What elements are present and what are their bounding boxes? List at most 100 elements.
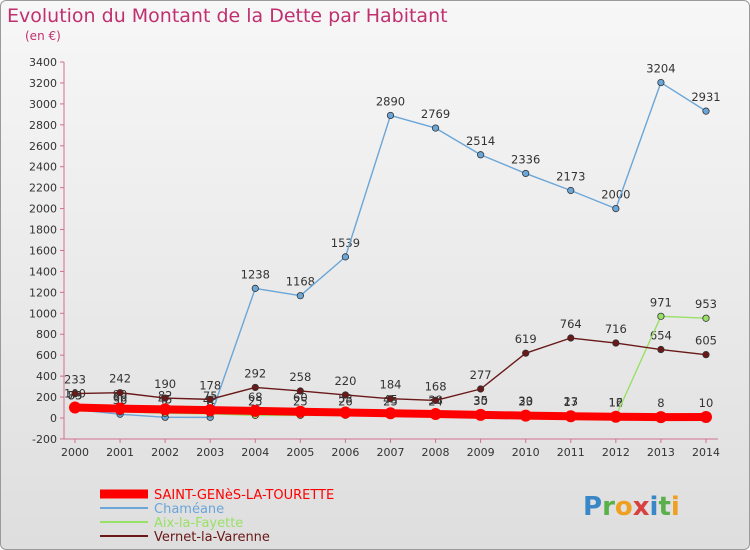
data-label: 953 — [695, 297, 717, 311]
data-label: 2173 — [556, 169, 585, 183]
x-tick-label: 2012 — [602, 446, 630, 459]
data-label: 60 — [113, 391, 128, 405]
y-tick-label: 2400 — [29, 161, 57, 174]
data-point — [71, 390, 79, 398]
data-label: 1168 — [286, 275, 315, 289]
y-tick-label: 3200 — [29, 77, 57, 90]
data-point — [699, 410, 712, 423]
data-label: 6 — [207, 396, 214, 410]
data-label: 23 — [563, 395, 578, 409]
data-point — [384, 407, 397, 420]
x-tick-label: 2000 — [61, 446, 89, 459]
data-label: 2336 — [511, 152, 540, 166]
y-tick-label: 600 — [36, 349, 57, 362]
legend-label: Vernet-la-Varenne — [154, 530, 270, 545]
data-point — [431, 396, 440, 405]
data-point — [477, 385, 485, 393]
x-tick-label: 2013 — [647, 446, 675, 459]
data-label: 178 — [199, 378, 221, 392]
y-tick-label: -200 — [32, 433, 57, 446]
data-label: 2000 — [601, 188, 630, 202]
data-label: 1539 — [331, 236, 360, 250]
data-label: 30 — [473, 394, 488, 408]
series-line — [74, 81, 707, 419]
x-tick-label: 2001 — [106, 446, 134, 459]
data-label: 1238 — [241, 267, 270, 281]
data-point — [657, 345, 665, 354]
data-label: 17 — [563, 395, 578, 409]
data-point — [294, 405, 307, 418]
data-label: 258 — [289, 370, 311, 384]
y-tick-label: 1800 — [29, 224, 57, 237]
x-tick-label: 2011 — [557, 446, 585, 459]
data-label: 2769 — [421, 107, 450, 121]
data-point — [249, 404, 262, 417]
x-tick-label: 2005 — [286, 446, 314, 459]
data-point — [341, 391, 350, 399]
data-point — [159, 403, 172, 416]
y-tick-label: 1200 — [29, 286, 57, 299]
data-label: 26 — [338, 394, 353, 408]
data-label: 2931 — [691, 90, 720, 104]
data-label: 7 — [161, 396, 168, 410]
data-point — [657, 312, 665, 320]
data-label: 716 — [605, 322, 627, 336]
legend-label: SAINT-GENèS-LA-TOURETTE — [154, 488, 334, 503]
x-tick-label: 2014 — [692, 446, 720, 459]
x-tick-label: 2010 — [512, 446, 540, 459]
data-point — [386, 111, 395, 120]
data-point — [431, 124, 440, 132]
x-tick-label: 2007 — [376, 446, 404, 459]
data-label: 25 — [248, 394, 263, 408]
x-tick-label: 2003 — [196, 446, 224, 459]
data-label: 2890 — [376, 94, 405, 108]
data-point — [612, 339, 620, 347]
data-label: 242 — [109, 372, 131, 386]
x-tick-label: 2006 — [331, 446, 359, 459]
y-tick-label: 400 — [36, 370, 57, 383]
data-point — [116, 389, 124, 397]
chart-title: Evolution du Montant de la Dette par Hab… — [7, 5, 448, 27]
data-label: 233 — [64, 373, 86, 387]
data-label: 971 — [650, 295, 672, 309]
data-label: 30 — [518, 394, 533, 408]
data-point — [657, 78, 665, 87]
proxiti-logo: Proxiti — [583, 492, 680, 522]
data-point — [69, 401, 81, 414]
y-tick-label: 3400 — [29, 56, 57, 69]
x-tick-label: 2008 — [422, 446, 450, 459]
data-point — [204, 404, 217, 417]
data-label: 764 — [560, 317, 582, 331]
data-label: 25 — [293, 394, 308, 408]
data-label: 12 — [609, 396, 624, 410]
data-point — [339, 406, 352, 419]
data-point — [477, 151, 485, 159]
y-tick-label: 2200 — [29, 182, 57, 195]
x-tick-label: 2002 — [151, 446, 179, 459]
x-tick-label: 2009 — [467, 446, 495, 459]
data-label: 2514 — [466, 134, 495, 148]
y-tick-label: 2000 — [29, 203, 57, 216]
data-label: 190 — [154, 377, 176, 391]
data-point — [206, 395, 214, 403]
y-tick-label: 1000 — [29, 307, 57, 320]
data-point — [522, 349, 530, 357]
data-label: 168 — [425, 379, 447, 393]
data-point — [654, 411, 667, 424]
data-point — [114, 402, 127, 415]
data-point — [251, 284, 259, 292]
y-tick-label: 800 — [36, 328, 57, 341]
data-point — [609, 410, 622, 423]
data-point — [296, 292, 304, 300]
data-point — [567, 186, 575, 195]
data-label: 16 — [609, 395, 624, 409]
data-label: 36 — [113, 393, 128, 407]
data-label: 23 — [518, 395, 533, 409]
data-point — [702, 107, 710, 115]
data-point — [251, 383, 259, 392]
legend-label: Chaméane — [154, 502, 224, 517]
data-label: 184 — [380, 378, 402, 392]
y-tick-label: 0 — [50, 412, 57, 425]
